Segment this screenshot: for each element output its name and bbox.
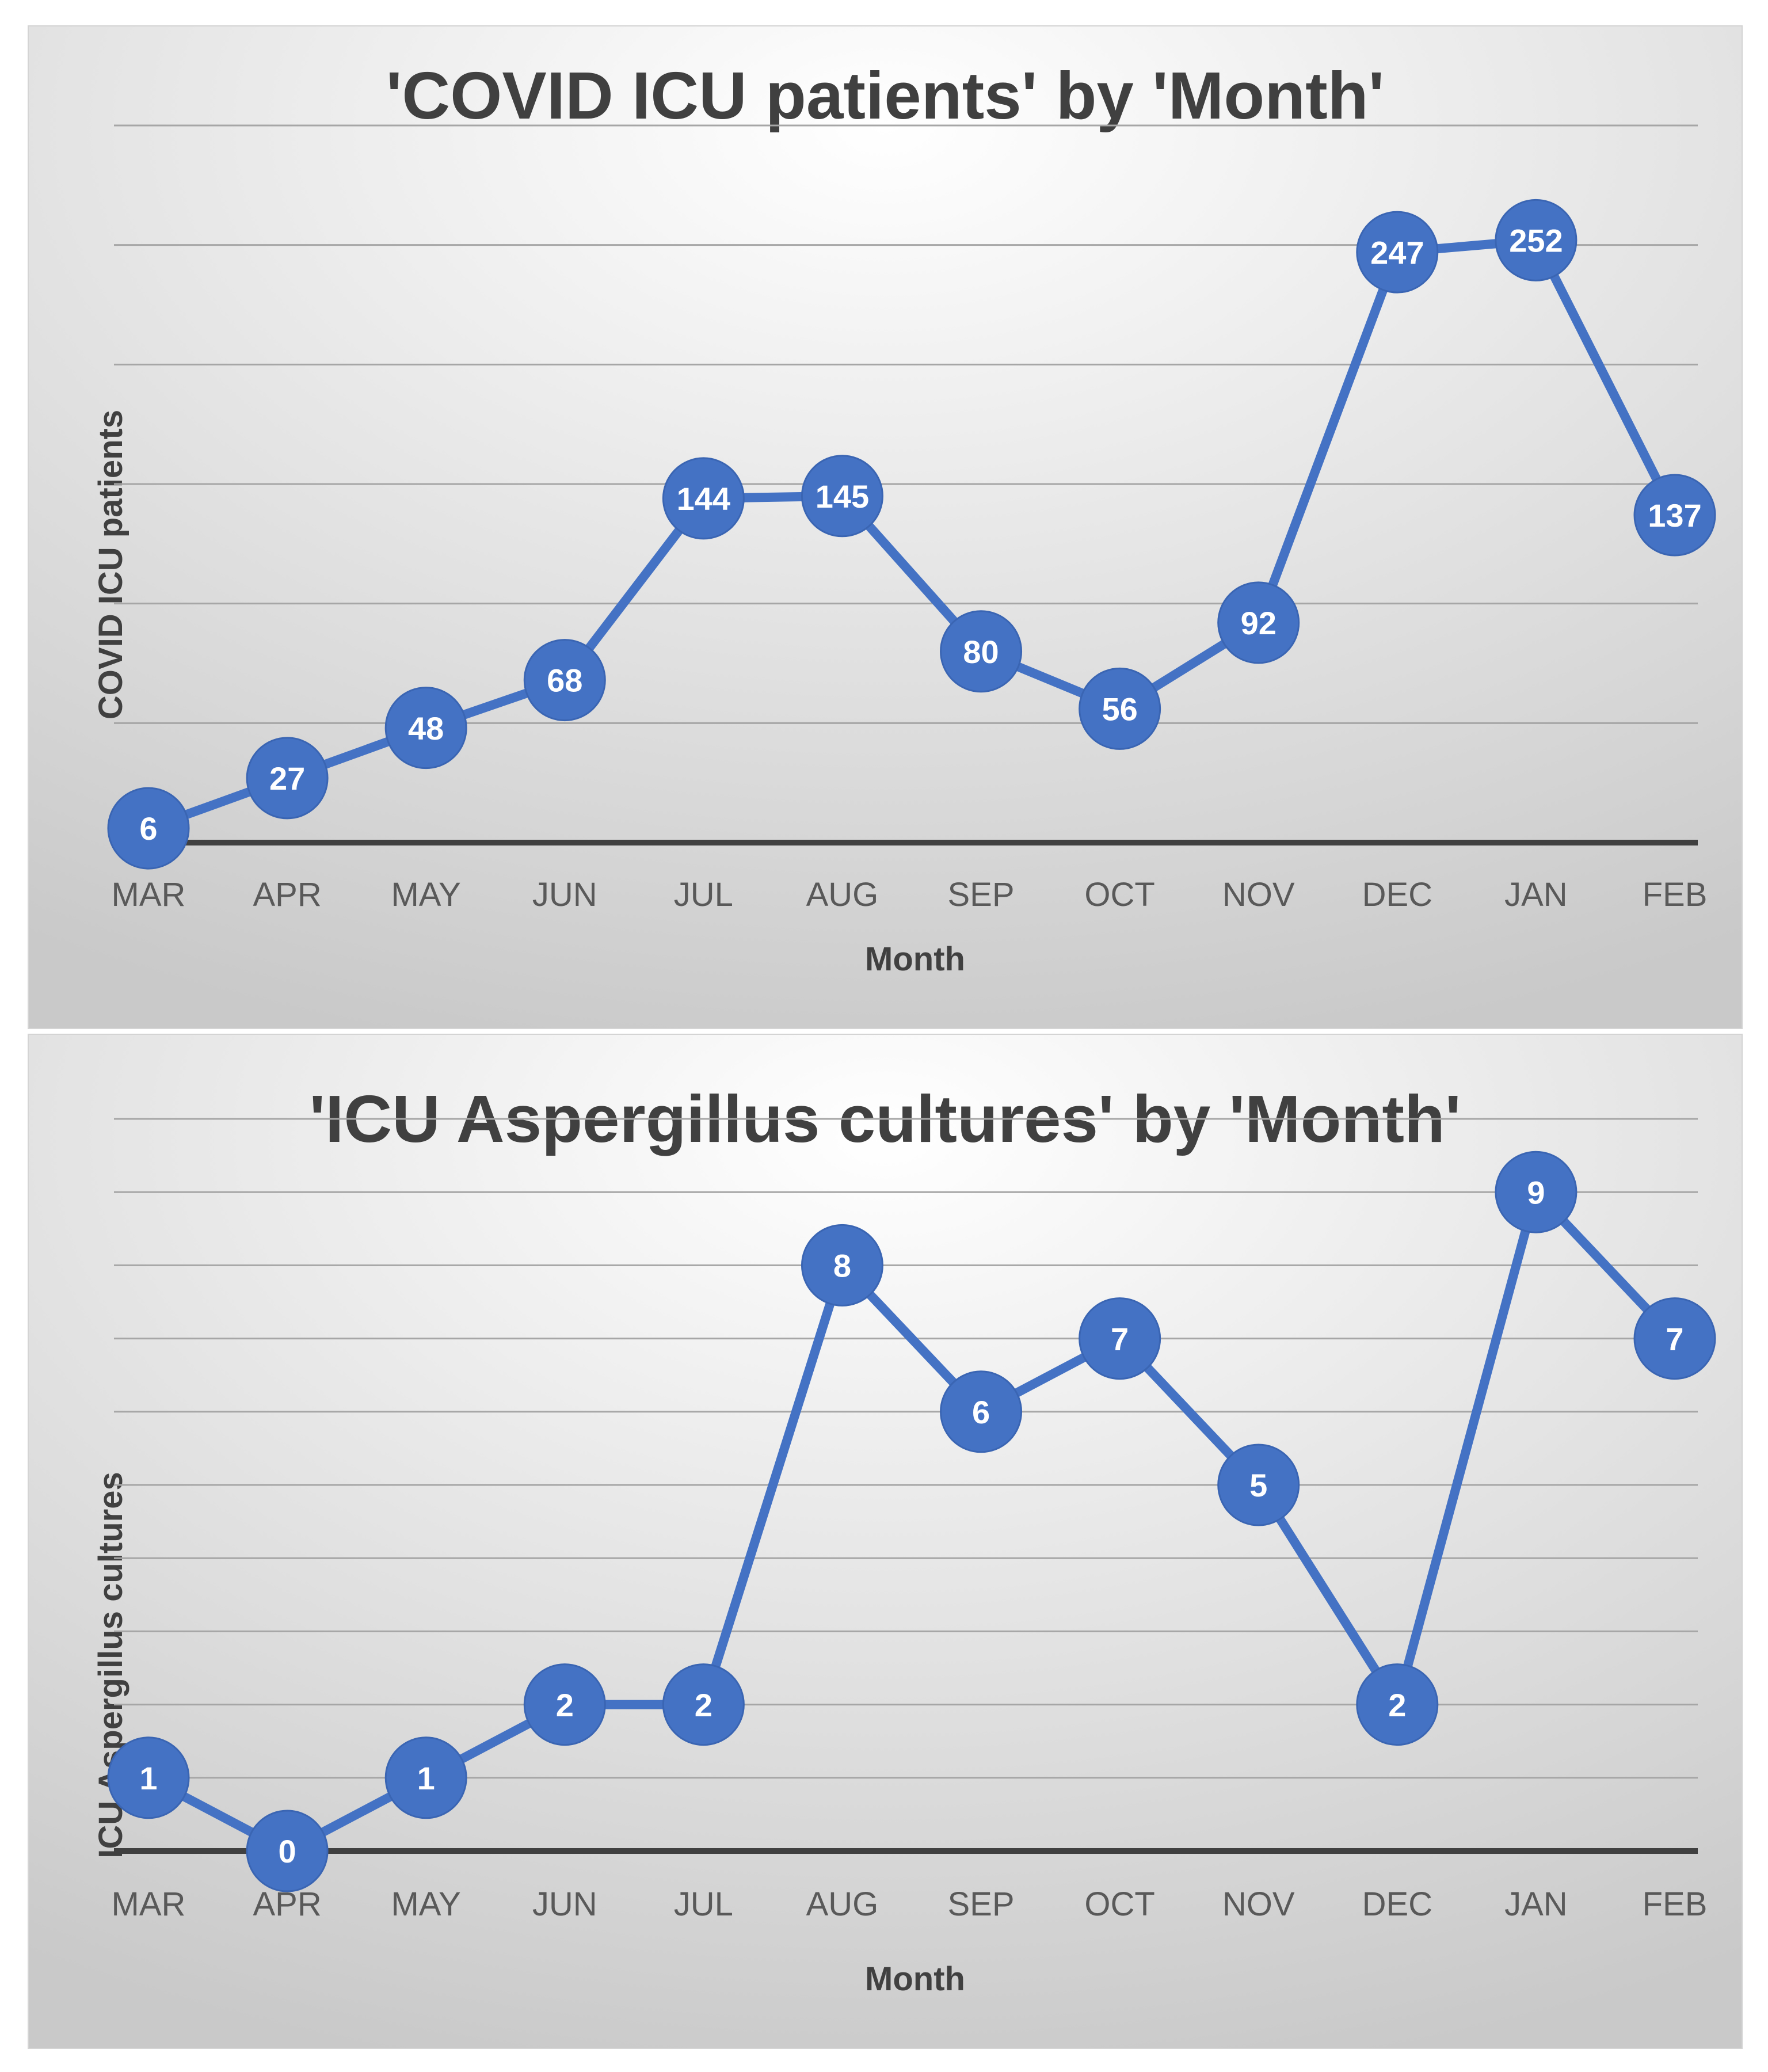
data-label: 137 — [1648, 497, 1701, 534]
x-tick-label: AUG — [806, 876, 879, 913]
y-axis-title: COVID ICU patients — [92, 410, 129, 719]
data-point — [1633, 474, 1716, 557]
data-label: 1 — [139, 1760, 157, 1796]
data-label: 9 — [1527, 1174, 1545, 1210]
data-point — [107, 1736, 190, 1819]
data-label: 7 — [1111, 1321, 1129, 1357]
data-point — [1495, 199, 1578, 281]
chart-panel-icu-aspergillus-cultures: 'ICU Aspergillus cultures' by 'Month' IC… — [28, 1034, 1743, 2049]
data-label: 92 — [1241, 605, 1277, 641]
chart-background — [29, 26, 1742, 1028]
x-tick-label: MAR — [112, 876, 186, 913]
data-point — [107, 787, 190, 870]
data-label: 48 — [408, 710, 444, 746]
x-tick-label: FEB — [1643, 876, 1708, 913]
data-point — [1633, 1297, 1716, 1380]
data-point — [1356, 1663, 1439, 1746]
data-label: 144 — [677, 481, 730, 517]
data-point — [801, 455, 883, 538]
x-tick-label: APR — [253, 876, 321, 913]
data-label: 56 — [1102, 691, 1137, 728]
x-tick-label: DEC — [1362, 876, 1432, 913]
x-axis-title: Month — [865, 940, 965, 978]
data-label: 5 — [1249, 1467, 1267, 1503]
x-tick-label: MAY — [391, 1886, 460, 1923]
x-tick-label: JAN — [1504, 1886, 1568, 1923]
plot-area: MAR APR MAY JUN JUL AUG SEP OCT NOV DEC JAN FEB1012… — [107, 1118, 1716, 1923]
data-point — [662, 457, 745, 540]
data-point — [1217, 581, 1300, 664]
data-point — [1217, 1443, 1300, 1526]
x-tick-label: SEP — [948, 1886, 1015, 1923]
data-label: 145 — [816, 478, 869, 515]
x-tick-label: JAN — [1504, 876, 1568, 913]
x-tick-label: MAR — [112, 1886, 186, 1923]
x-tick-label: JUN — [532, 876, 597, 913]
x-tick-label: JUL — [674, 876, 733, 913]
data-label: 68 — [547, 662, 582, 699]
data-label: 247 — [1370, 234, 1424, 271]
data-label: 27 — [269, 760, 305, 797]
x-axis-title: Month — [865, 1960, 965, 1998]
data-point — [384, 1736, 467, 1819]
x-tick-label: OCT — [1084, 876, 1154, 913]
data-point — [1356, 211, 1439, 294]
x-tick-label: OCT — [1084, 1886, 1154, 1923]
x-tick-label: SEP — [948, 876, 1015, 913]
x-tick-label: JUL — [674, 1886, 733, 1923]
data-label: 7 — [1666, 1321, 1683, 1357]
data-label: 1 — [417, 1760, 435, 1796]
x-tick-label: NOV — [1222, 876, 1295, 913]
x-tick-label: JUN — [532, 1886, 597, 1923]
data-point — [384, 687, 467, 770]
data-point — [940, 1370, 1023, 1453]
data-point — [246, 1810, 329, 1892]
chart-icu-aspergillus-cultures: 'ICU Aspergillus cultures' by 'Month' IC… — [29, 1035, 1742, 2048]
data-point — [246, 737, 329, 820]
x-tick-label: MAY — [391, 876, 460, 913]
x-tick-label: FEB — [1643, 1886, 1708, 1923]
data-label: 252 — [1509, 223, 1563, 259]
data-point — [523, 1663, 606, 1746]
x-tick-label: DEC — [1362, 1886, 1432, 1923]
data-label: 2 — [1388, 1687, 1406, 1723]
data-label: 0 — [279, 1833, 296, 1869]
data-label: 6 — [972, 1394, 990, 1430]
chart-title: 'COVID ICU patients' by 'Month' — [386, 58, 1384, 133]
data-label: 2 — [695, 1687, 712, 1723]
plot-area: MAR APR MAY JUN JUL AUG SEP OCT NOV DEC JAN FEB 6 27 4… — [107, 124, 1716, 913]
data-point — [1079, 667, 1161, 750]
data-point — [662, 1663, 745, 1746]
data-point — [523, 639, 606, 722]
data-label: 8 — [833, 1248, 851, 1284]
chart-covid-icu-patients: 'COVID ICU patients' by 'Month' COVID IC… — [29, 26, 1742, 1028]
chart-panel-covid-icu-patients: 'COVID ICU patients' by 'Month' COVID IC… — [28, 25, 1743, 1029]
data-label: 6 — [139, 810, 157, 847]
data-point — [940, 610, 1023, 693]
x-tick-label: NOV — [1222, 1886, 1295, 1923]
data-point — [1495, 1151, 1578, 1233]
data-label: 80 — [963, 634, 999, 670]
data-point — [1079, 1297, 1161, 1380]
data-point — [801, 1224, 883, 1307]
x-tick-label: AUG — [806, 1886, 879, 1923]
data-label: 2 — [556, 1687, 574, 1723]
